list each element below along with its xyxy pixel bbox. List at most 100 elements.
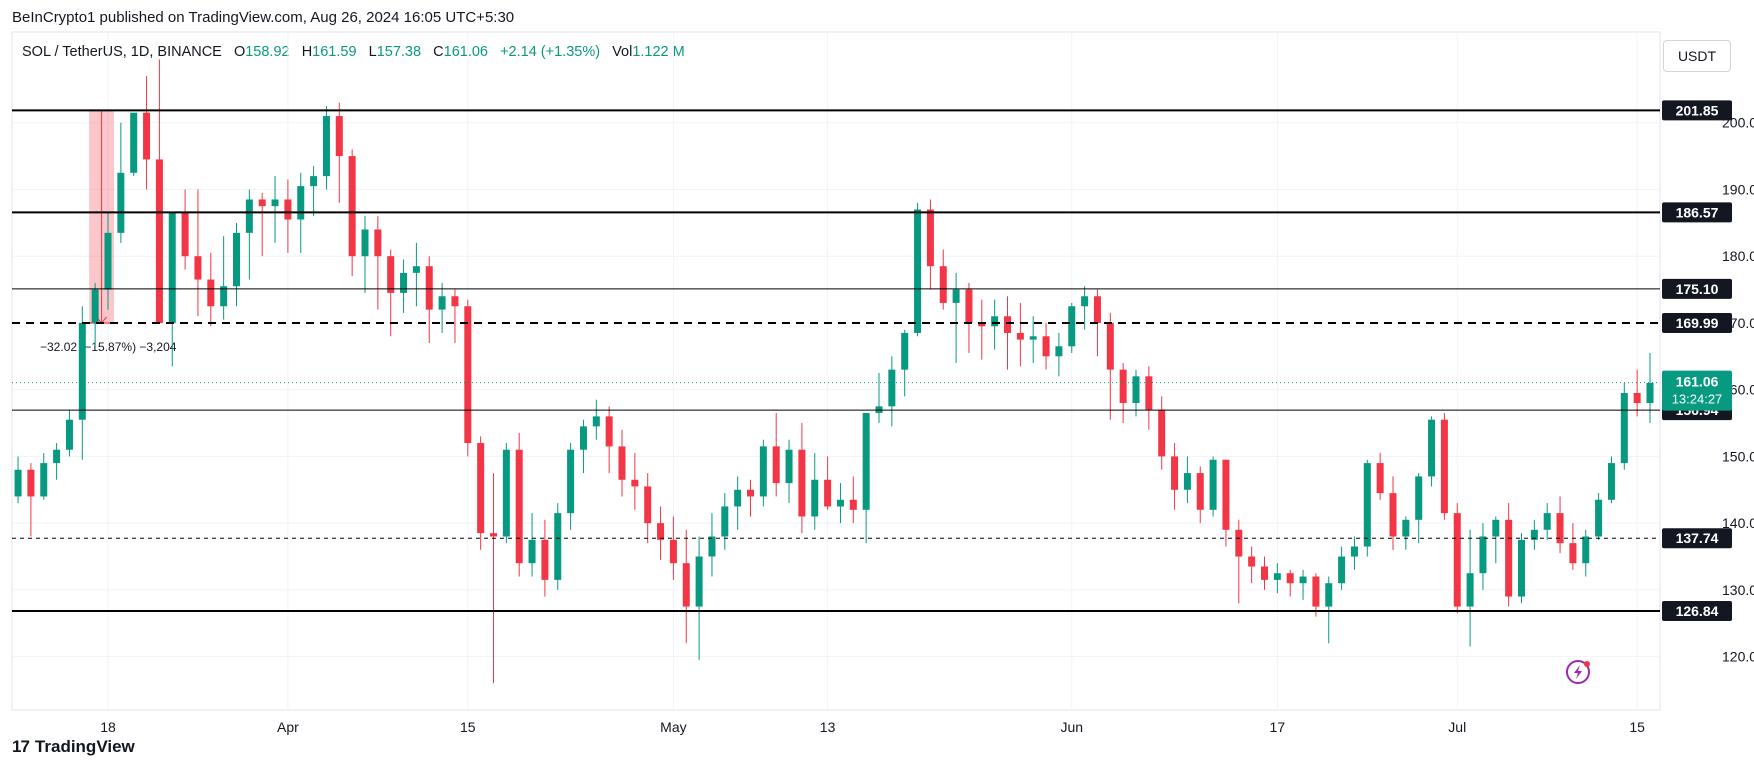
candle-body	[541, 539, 549, 580]
candle	[400, 259, 408, 313]
candle	[901, 329, 909, 397]
candle-body	[1646, 383, 1654, 404]
candle-body	[605, 416, 613, 447]
close-value: 161.06	[443, 44, 488, 60]
x-tick-label: Apr	[277, 719, 299, 735]
candle	[1196, 466, 1204, 524]
candle-body	[978, 322, 986, 327]
candle	[1171, 443, 1179, 510]
candle	[1183, 456, 1191, 504]
candle-body	[1633, 393, 1641, 404]
candle	[1492, 516, 1500, 564]
candle	[40, 453, 48, 500]
candle	[1209, 456, 1217, 517]
candle	[682, 529, 690, 644]
candle	[425, 256, 433, 343]
candle-body	[220, 286, 228, 307]
candle	[490, 473, 497, 684]
candle	[1145, 366, 1153, 430]
candle	[669, 516, 677, 580]
candle	[811, 453, 819, 530]
level-price-label: 137.74	[1676, 530, 1719, 546]
candle	[1273, 563, 1281, 594]
candle-body	[1376, 463, 1384, 494]
candle-body	[1119, 369, 1127, 404]
candle-body	[374, 229, 382, 257]
candle-body	[464, 306, 472, 444]
candle	[207, 252, 215, 327]
candle-body	[759, 446, 767, 497]
candle	[1415, 473, 1423, 544]
candle-body	[14, 469, 22, 497]
candle-body	[1569, 543, 1577, 564]
candle	[644, 473, 652, 544]
y-tick-label: 190.00	[1722, 181, 1754, 197]
candle	[104, 212, 112, 310]
candle	[657, 506, 665, 560]
candle	[1453, 503, 1461, 614]
bar-countdown: 13:24:27	[1672, 392, 1723, 407]
candle-body	[130, 112, 138, 173]
candle-body	[579, 426, 587, 450]
candle-body	[65, 419, 73, 450]
candle-body	[1466, 573, 1474, 607]
candle	[1081, 286, 1089, 330]
x-tick-label: 13	[820, 719, 836, 735]
level-price-tag	[1662, 100, 1732, 121]
candle-body	[207, 279, 215, 307]
candle-body	[631, 479, 639, 487]
tradingview-logo[interactable]: 17 TradingView	[12, 737, 135, 757]
tradingview-logo-icon: 17	[12, 737, 30, 756]
candle	[1350, 536, 1358, 570]
tradingview-brand: TradingView	[34, 737, 135, 756]
candle	[143, 76, 151, 190]
candle-body	[490, 533, 497, 537]
candle	[798, 423, 806, 534]
x-tick-label: 15	[1629, 719, 1645, 735]
candle-body	[284, 199, 292, 220]
level-price-tag	[1662, 202, 1732, 223]
candle	[310, 166, 318, 217]
candle-body	[104, 232, 112, 290]
candle-body	[1106, 322, 1114, 370]
candle-body	[155, 159, 163, 323]
candle-body	[502, 449, 510, 537]
candle	[245, 189, 253, 280]
candle	[477, 436, 485, 550]
candle-body	[1479, 536, 1487, 574]
last-price-tag	[1662, 370, 1732, 411]
open-value: 158.92	[245, 44, 290, 60]
candle	[939, 249, 947, 310]
candle	[914, 202, 922, 337]
symbol-info[interactable]: SOL / TetherUS, 1D, BINANCE	[22, 44, 222, 60]
level-price-label: 186.57	[1676, 204, 1719, 220]
candle-body	[271, 199, 279, 207]
candle	[836, 483, 844, 524]
candle	[1004, 296, 1011, 370]
low-label: L	[368, 44, 377, 60]
candle-body	[515, 449, 523, 564]
candle-body	[1029, 336, 1037, 340]
candle-body	[1145, 376, 1153, 410]
candle-body	[836, 499, 844, 507]
candle	[888, 356, 896, 427]
candle	[708, 513, 716, 577]
currency-button[interactable]: USDT	[1663, 40, 1731, 72]
candle	[631, 453, 639, 510]
candle	[541, 519, 549, 597]
candle	[965, 282, 973, 353]
candle-body	[1273, 573, 1281, 580]
candle-body	[78, 322, 86, 420]
level-price-tag	[1662, 600, 1732, 621]
candle	[1633, 369, 1641, 417]
level-price-label: 201.85	[1676, 102, 1719, 118]
candle-body	[798, 449, 806, 517]
candle	[155, 59, 163, 323]
candle-body	[528, 539, 536, 564]
candle	[579, 419, 587, 474]
candle	[1620, 383, 1628, 470]
low-value: 157.38	[376, 44, 422, 60]
candle	[194, 189, 202, 317]
candle-body	[1299, 576, 1307, 584]
